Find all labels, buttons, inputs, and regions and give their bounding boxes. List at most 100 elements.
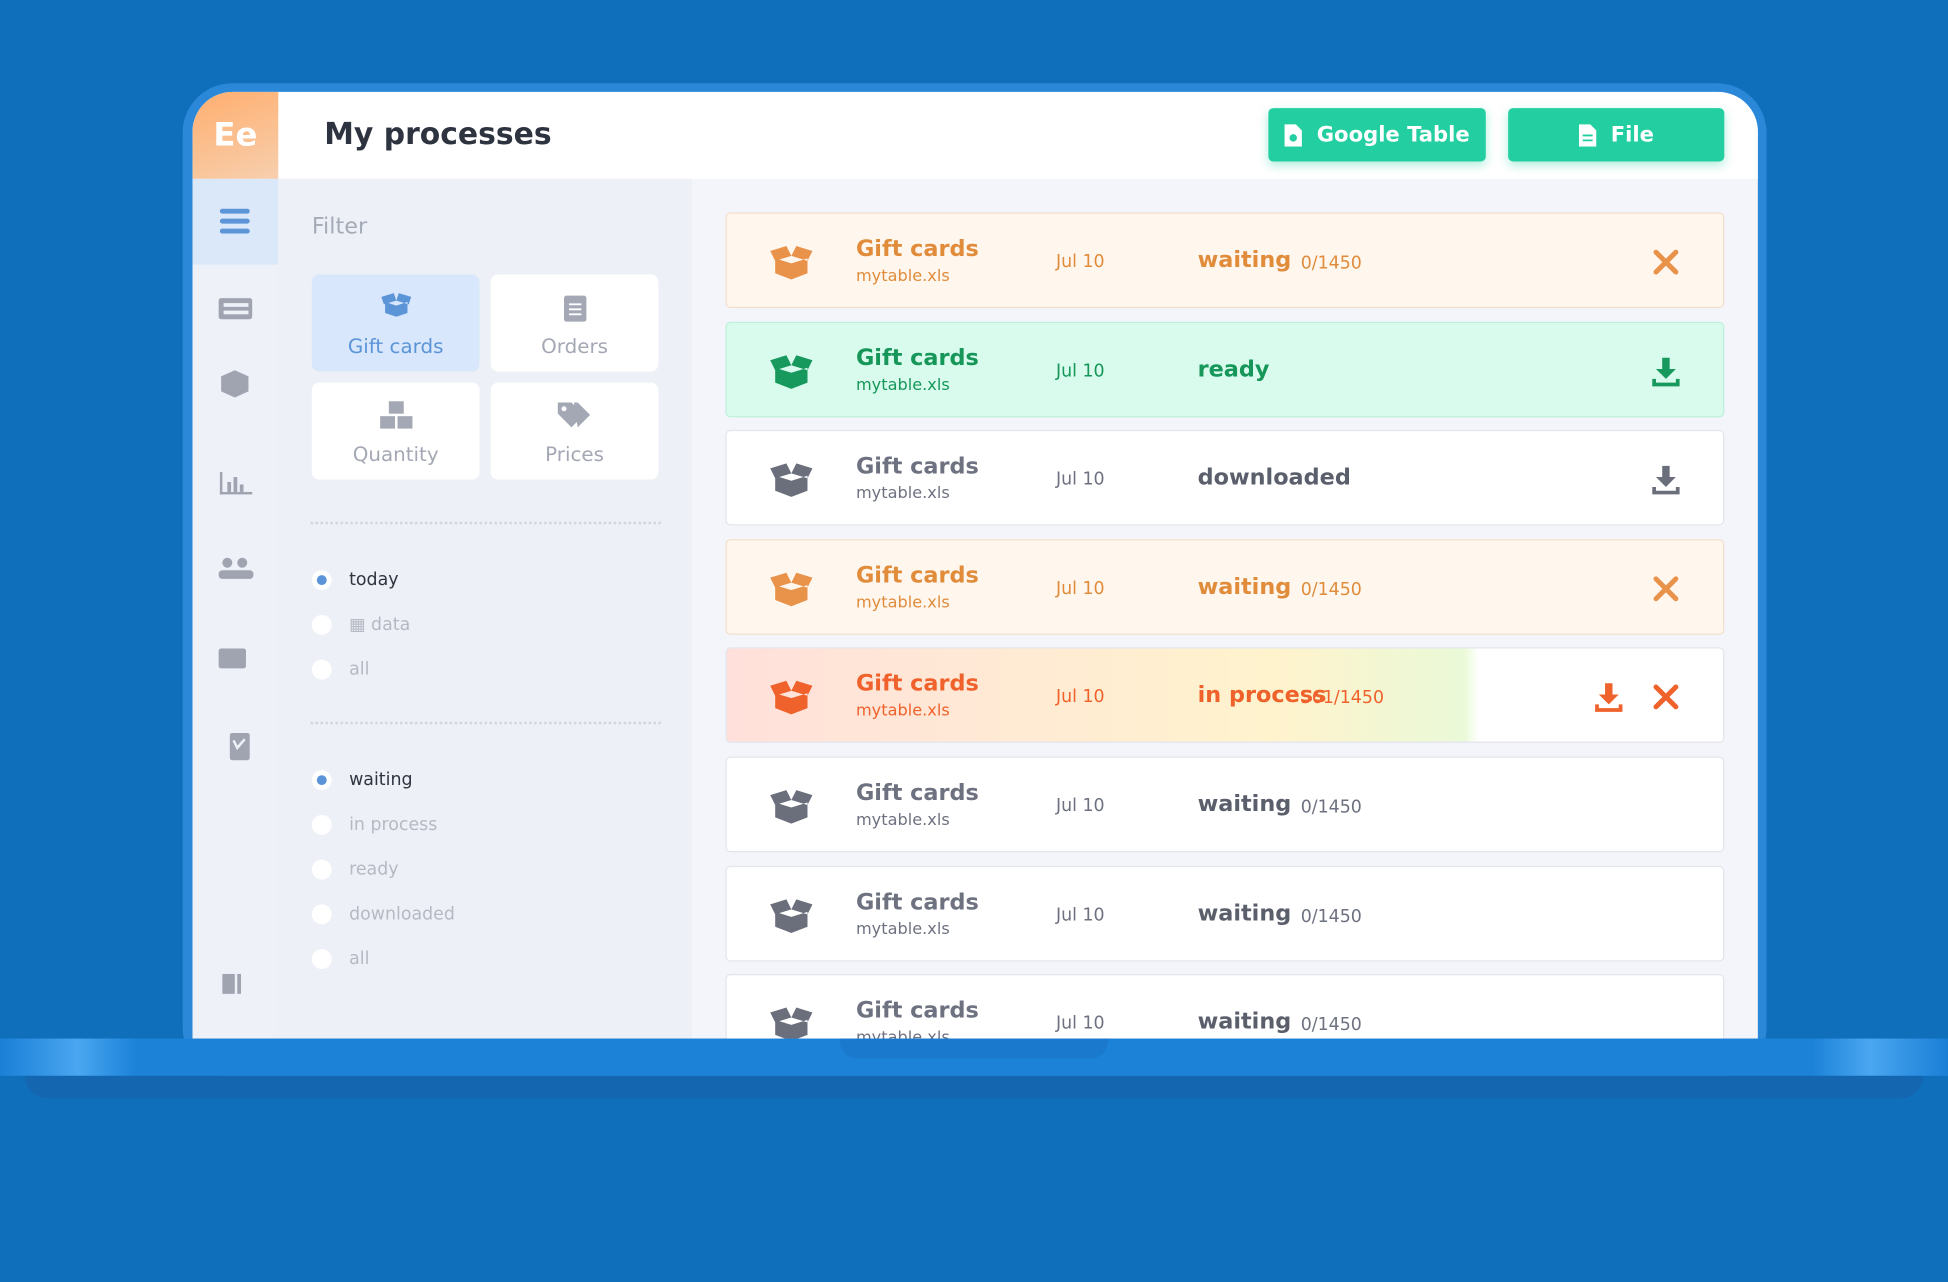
process-row: Gift cards mytable.xls Jul 10 waiting 0/1450 [725,865,1725,962]
file-name: mytable.xls [855,702,950,722]
process-name: Gift cards [855,780,979,807]
process-row: Gift cards mytable.xls Jul 10 waiting 0/1450 [725,538,1725,635]
progress: 0/1450 [1300,797,1362,818]
process-row: Gift cards mytable.xls Jul 10 waiting 0/1450 [725,212,1725,309]
button-label: File [1610,122,1654,148]
download-button[interactable] [1651,356,1681,388]
tile-label: Gift cards [347,334,444,358]
radio-label: ready [349,859,399,880]
download-button[interactable] [1594,683,1624,715]
status: in process [1197,682,1327,709]
icon [380,293,411,317]
page-title: My processes [324,116,552,152]
date: Jul 10 [1055,252,1105,273]
file-name: mytable.xls [855,811,950,830]
download-button[interactable] [1651,465,1681,497]
status: downloaded [1197,464,1351,491]
radio[interactable]: ▦ data [311,614,411,635]
status: waiting [1197,791,1292,818]
file-name: mytable.xls [855,593,950,613]
process-name: Gift cards [855,453,979,480]
radio[interactable]: today [311,570,399,591]
date: Jul 10 [1055,687,1105,708]
radio-label: downloaded [349,904,455,925]
process-row: Gift cards mytable.xls Jul 10 in process 561… [725,647,1725,744]
radio-label: all [349,949,370,969]
date: Jul 10 [1055,1013,1105,1034]
progress: 0/1450 [1300,1015,1362,1036]
file-name: mytable.xls [855,267,950,286]
tile-label: Orders [541,334,608,358]
icon [1284,123,1302,146]
status: waiting [1197,247,1292,274]
cancel-button[interactable] [1652,248,1679,275]
icon [1578,123,1596,146]
laptop-notch [839,1038,1109,1059]
icon [557,402,590,428]
category-tile[interactable]: Prices [490,382,659,480]
file-name: mytable.xls [855,1028,950,1039]
status: waiting [1197,900,1292,927]
progress: 0/1450 [1300,253,1362,274]
date: Jul 10 [1055,469,1105,490]
button-label: Google Table [1316,122,1470,148]
status: ready [1197,356,1270,383]
filter-panel: Filter Gift cards Orders Quantity Prices… [278,178,692,1039]
cancel-button[interactable] [1652,575,1679,602]
box-icon [770,1007,813,1039]
file-name: mytable.xls [855,484,950,504]
radio-label: waiting [349,770,413,791]
process-name: Gift cards [855,671,979,698]
date: Jul 10 [1055,796,1105,817]
sidebar [192,178,279,1039]
file-button[interactable]: File [1508,108,1725,162]
process-row: Gift cards mytable.xls Jul 10 waiting 0/1450 [725,974,1725,1039]
radio[interactable]: all [311,659,370,680]
radio[interactable]: downloaded [311,904,455,925]
progress: 561/1450 [1300,688,1385,709]
process-name: Gift cards [855,997,979,1024]
divider [310,721,661,725]
radio[interactable]: ready [311,859,399,880]
radio-text: data [371,614,411,635]
screen: Ee My processes Google Table File Filter… [192,91,1758,1039]
file-name: mytable.xls [855,375,950,395]
date: Jul 10 [1055,578,1105,599]
cancel-button[interactable] [1652,684,1679,711]
box-icon [770,681,813,715]
process-name: Gift cards [855,562,979,589]
date: Jul 10 [1055,905,1105,926]
google-table-button[interactable]: Google Table [1268,108,1486,162]
box-icon [770,790,813,824]
radio[interactable]: in process [311,814,438,835]
process-name: Gift cards [855,344,979,371]
box-icon [770,898,813,933]
box-icon [770,572,813,606]
status: waiting [1197,1008,1292,1036]
box-icon [770,245,813,280]
process-name: Gift cards [855,236,979,263]
radio-label: today [349,570,399,591]
nav-icons [218,208,254,994]
process-row: Gift cards mytable.xls Jul 10 waiting 0/1450 [725,756,1725,853]
box-icon [770,463,813,498]
icon [379,401,412,429]
divider [310,521,661,525]
tile-label: Prices [545,442,604,466]
category-tile[interactable]: Gift cards [311,274,480,372]
progress: 0/1450 [1300,906,1362,927]
category-tile[interactable]: Quantity [311,382,480,480]
box-icon [770,354,813,389]
radio[interactable]: all [311,949,370,969]
radio[interactable]: waiting [311,770,413,791]
tile-label: Quantity [352,442,439,466]
filter-title: Filter [311,213,368,240]
radio-label: all [349,659,370,680]
status: waiting [1197,573,1292,600]
date: Jul 10 [1055,361,1105,381]
laptop-base-shadow [24,1075,1924,1099]
radio-label: in process [349,814,438,835]
category-tile[interactable]: Orders [490,274,659,372]
